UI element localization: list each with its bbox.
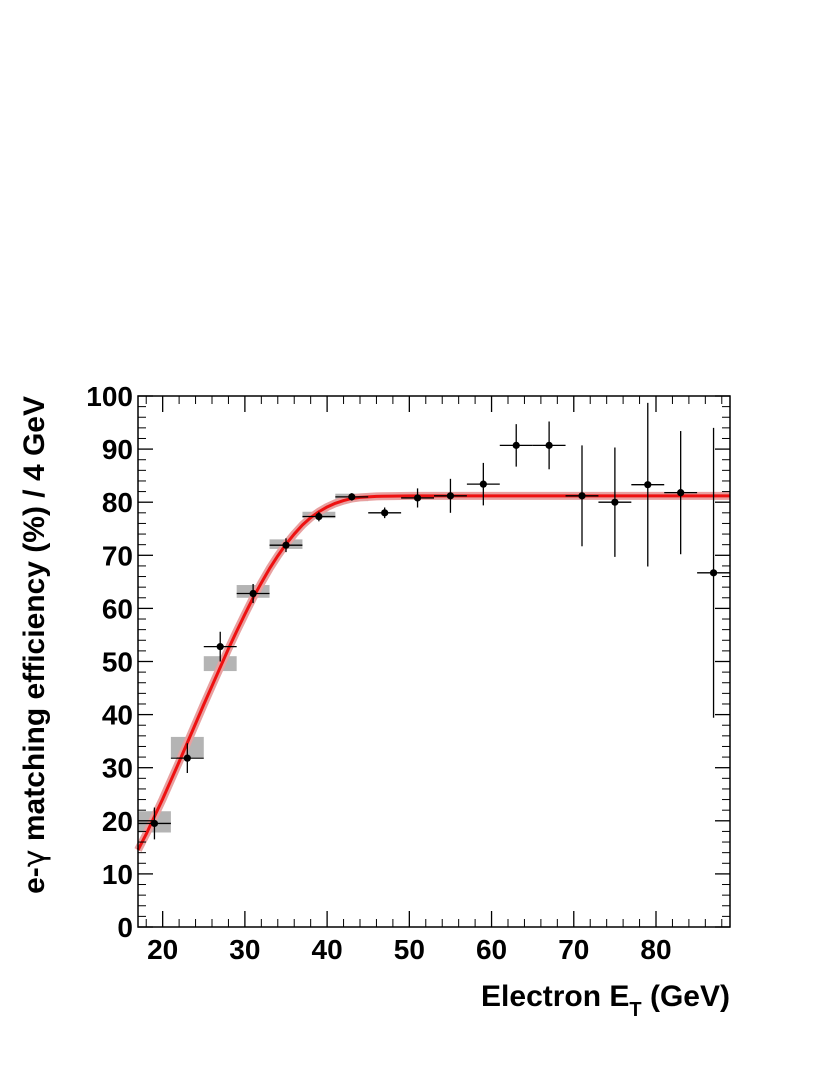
marker — [709, 569, 718, 577]
marker — [282, 541, 290, 549]
y-tick-label: 10 — [102, 859, 133, 890]
data-point — [532, 421, 566, 470]
marker — [611, 498, 619, 506]
data-point — [302, 511, 336, 522]
data-point — [664, 431, 698, 555]
data-point — [565, 445, 599, 547]
marker — [545, 441, 553, 449]
y-tick-label: 0 — [117, 912, 133, 943]
marker — [249, 589, 257, 598]
x-tick-label: 40 — [312, 934, 343, 965]
marker — [512, 441, 520, 449]
y-tick-label: 40 — [102, 700, 133, 731]
marker — [413, 494, 422, 502]
marker — [216, 643, 224, 651]
y-tick-label: 30 — [102, 753, 133, 784]
data-point — [401, 488, 434, 508]
x-tick-label: 80 — [640, 934, 671, 965]
y-tick-label: 20 — [102, 806, 133, 837]
marker — [348, 493, 356, 501]
y-tick-label: 100 — [86, 381, 133, 412]
data-point — [499, 424, 533, 467]
y-tick-label: 50 — [102, 647, 133, 678]
fit-curve — [136, 494, 730, 851]
data-point — [269, 538, 303, 553]
x-tick-label: 50 — [394, 934, 425, 965]
fit-uncertainty-band — [134, 491, 730, 852]
marker — [183, 754, 191, 762]
y-tick-label: 90 — [102, 434, 133, 465]
x-axis-title: Electron ET (GeV) — [481, 980, 730, 1021]
data-point — [203, 631, 237, 662]
axis-ticks — [138, 395, 730, 928]
x-tick-label: 60 — [476, 934, 507, 965]
data-point — [335, 493, 369, 501]
marker — [677, 489, 685, 497]
fit-band — [134, 491, 730, 852]
data-point — [368, 507, 402, 519]
data-point — [466, 462, 500, 506]
y-tick-label: 80 — [102, 487, 133, 518]
data-point — [236, 583, 270, 604]
tick-labels: 0 10 20 30 40 50 60 70 80 90 100 20 30 40 50 60 70 80 — [86, 381, 671, 965]
data-point — [697, 427, 730, 718]
data-point — [598, 447, 632, 557]
data-point — [138, 807, 171, 840]
marker — [315, 512, 323, 521]
marker — [381, 509, 389, 517]
marker — [479, 480, 487, 488]
x-tick-label: 30 — [229, 934, 260, 965]
data-point — [170, 743, 204, 774]
marker — [644, 481, 652, 489]
data-point — [434, 478, 467, 513]
data-points — [138, 402, 730, 840]
x-tick-label: 20 — [147, 934, 178, 965]
y-tick-label: 60 — [102, 593, 133, 624]
marker — [150, 819, 159, 828]
marker — [446, 492, 455, 500]
marker — [578, 492, 586, 500]
y-axis-title: e-γ matching efficiency (%) / 4 GeV — [17, 396, 52, 894]
y-tick-label: 70 — [102, 540, 133, 571]
data-point — [631, 402, 665, 567]
x-tick-label: 70 — [558, 934, 589, 965]
